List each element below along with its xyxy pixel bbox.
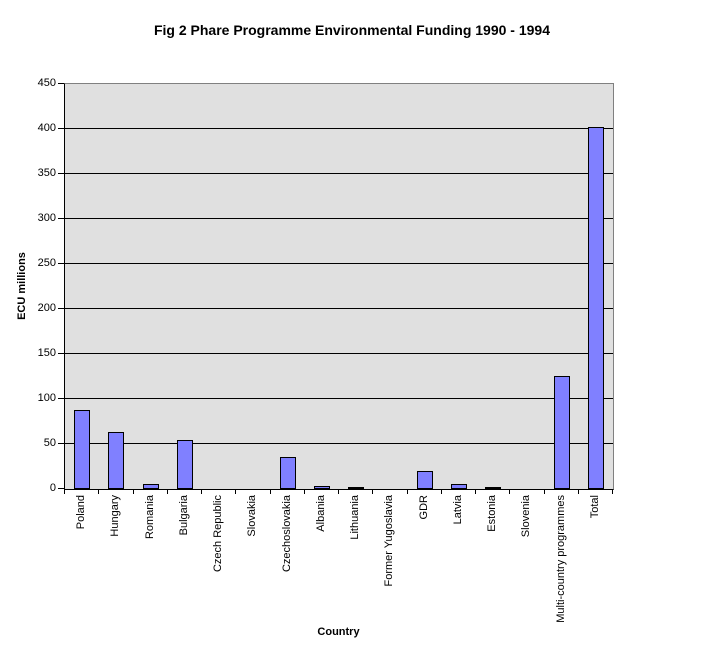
y-tick-label-200: 200 — [37, 302, 56, 314]
x-tick-mark — [201, 489, 202, 494]
x-tick-mark — [167, 489, 168, 494]
bar-romania — [143, 484, 159, 489]
x-category-label-former-yugoslavia: Former Yugoslavia — [383, 495, 395, 587]
x-tick-mark — [578, 489, 579, 494]
x-category-label-albania: Albania — [315, 495, 327, 532]
y-tick-label-400: 400 — [37, 122, 56, 134]
gridline-300 — [65, 218, 613, 219]
bar-albania — [314, 486, 330, 489]
bar-multi-country-programmes — [554, 376, 570, 489]
bar-poland — [74, 410, 90, 489]
x-tick-mark — [407, 489, 408, 494]
x-tick-mark — [544, 489, 545, 494]
y-axis-title-box: ECU millions — [14, 83, 30, 488]
x-category-label-latvia: Latvia — [452, 495, 464, 525]
x-tick-mark — [338, 489, 339, 494]
y-tick-mark-0 — [58, 488, 64, 489]
x-tick-mark — [270, 489, 271, 494]
x-category-label-slovakia: Slovakia — [246, 495, 258, 537]
y-tick-label-150: 150 — [37, 347, 56, 359]
x-tick-mark — [509, 489, 510, 494]
bar-total — [588, 127, 604, 489]
x-tick-mark — [235, 489, 236, 494]
y-tick-mark-400 — [58, 128, 64, 129]
x-category-label-slovenia: Slovenia — [520, 495, 532, 538]
gridline-150 — [65, 353, 613, 354]
x-tick-mark — [612, 489, 613, 494]
x-category-label-multi-country-programmes: Multi-country programmes — [555, 495, 567, 623]
chart-title: Fig 2 Phare Programme Environmental Fund… — [153, 22, 550, 38]
y-tick-label-450: 450 — [37, 77, 56, 89]
y-tick-label-350: 350 — [37, 167, 56, 179]
x-category-label-bulgaria: Bulgaria — [178, 495, 190, 536]
bar-gdr — [417, 471, 433, 489]
y-tick-mark-350 — [58, 173, 64, 174]
y-tick-label-300: 300 — [37, 212, 56, 224]
bar-bulgaria — [177, 440, 193, 489]
y-tick-mark-100 — [58, 398, 64, 399]
bar-czechoslovakia — [280, 457, 296, 489]
gridline-50 — [65, 443, 613, 444]
y-tick-label-100: 100 — [37, 392, 56, 404]
x-tick-mark — [64, 489, 65, 494]
gridline-350 — [65, 173, 613, 174]
x-tick-mark — [441, 489, 442, 494]
x-category-label-total: Total — [589, 495, 601, 519]
x-category-label-czech-republic: Czech Republic — [212, 495, 224, 573]
x-tick-mark — [372, 489, 373, 494]
x-tick-mark — [133, 489, 134, 494]
x-category-label-czechoslovakia: Czechoslovakia — [281, 495, 293, 573]
y-tick-mark-250 — [58, 263, 64, 264]
x-category-label-estonia: Estonia — [486, 495, 498, 532]
gridline-250 — [65, 263, 613, 264]
x-tick-mark — [304, 489, 305, 494]
y-tick-mark-50 — [58, 443, 64, 444]
gridline-200 — [65, 308, 613, 309]
y-tick-mark-200 — [58, 308, 64, 309]
x-axis-title: Country — [317, 626, 360, 638]
x-category-label-lithuania: Lithuania — [349, 495, 361, 540]
y-tick-mark-300 — [58, 218, 64, 219]
x-category-label-romania: Romania — [144, 495, 156, 540]
y-tick-mark-450 — [58, 83, 64, 84]
bar-latvia — [451, 484, 467, 489]
bar-lithuania — [348, 487, 364, 489]
x-tick-mark — [475, 489, 476, 494]
y-tick-mark-150 — [58, 353, 64, 354]
x-category-label-gdr: GDR — [418, 495, 430, 520]
gridline-400 — [65, 128, 613, 129]
plot-area — [64, 83, 614, 490]
bar-hungary — [108, 432, 124, 489]
x-tick-mark — [98, 489, 99, 494]
y-tick-label-0: 0 — [49, 482, 56, 494]
y-tick-label-250: 250 — [37, 257, 56, 269]
x-category-label-hungary: Hungary — [109, 495, 121, 537]
gridline-100 — [65, 398, 613, 399]
x-category-label-poland: Poland — [75, 495, 87, 530]
y-tick-label-50: 50 — [43, 437, 56, 449]
bar-estonia — [485, 487, 501, 489]
